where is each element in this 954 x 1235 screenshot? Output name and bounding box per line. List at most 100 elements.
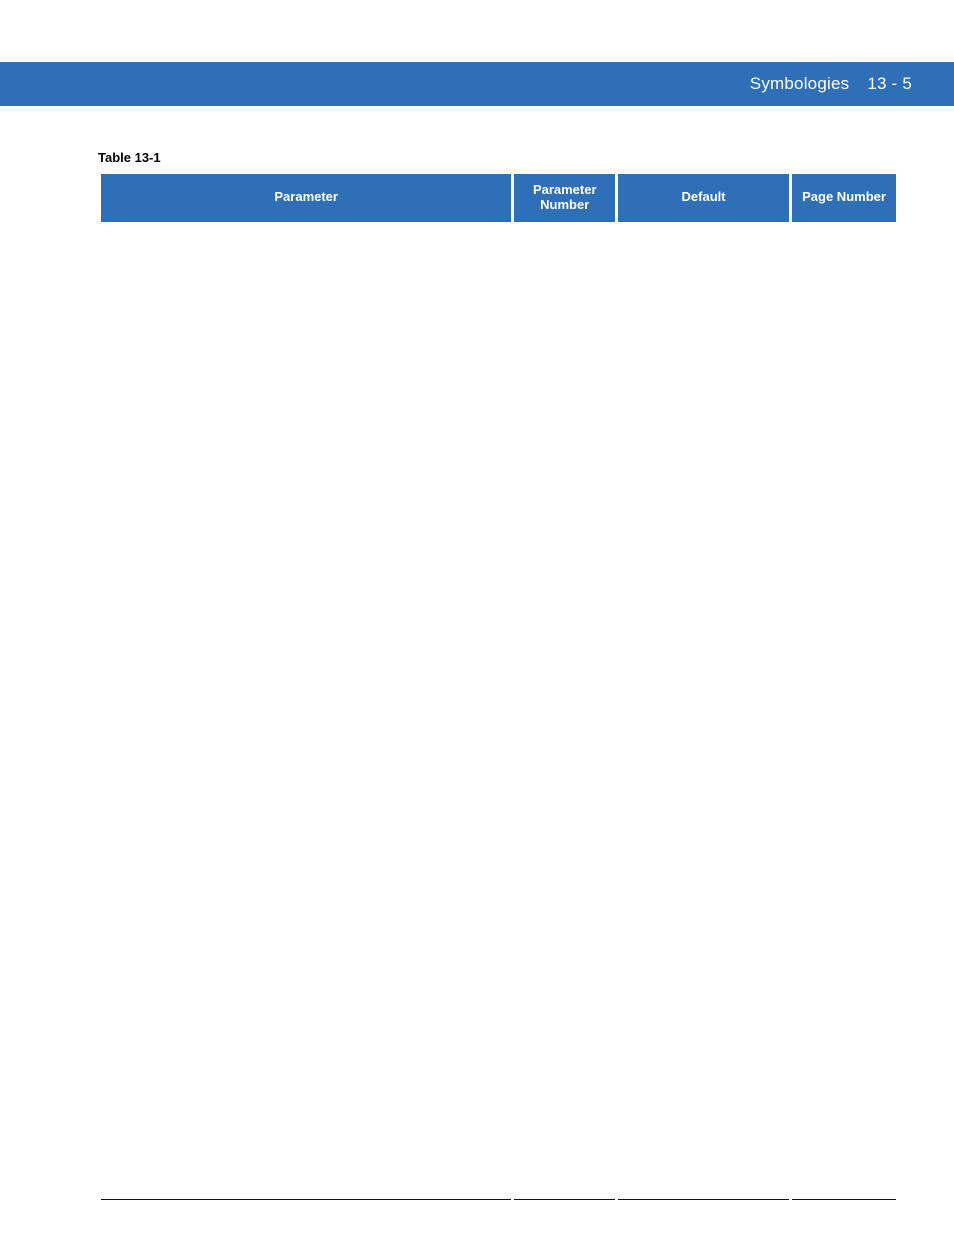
table-row (100, 324, 898, 357)
cell-default (617, 555, 791, 588)
table-row (100, 656, 898, 689)
cell-page (791, 555, 898, 588)
cell-parameter (100, 588, 513, 621)
cell-parameter (100, 291, 513, 324)
cell-default (617, 456, 791, 489)
cell-page (791, 889, 898, 922)
cell-parameter (100, 689, 513, 722)
section-cell (100, 788, 898, 823)
cell-default (617, 889, 791, 922)
cell-page (791, 689, 898, 722)
cell-page (791, 1000, 898, 1066)
table-row (100, 689, 898, 722)
cell-pnum (513, 856, 617, 889)
table-row (100, 555, 898, 588)
table-row (100, 922, 898, 955)
table-row (100, 1134, 898, 1167)
page-banner: Symbologies 13 - 5 (0, 62, 954, 106)
cell-parameter (100, 722, 513, 755)
cell-parameter (100, 456, 513, 489)
cell-pnum (513, 755, 617, 788)
cell-pnum (513, 456, 617, 489)
cell-pnum (513, 489, 617, 522)
cell-page (791, 489, 898, 522)
cell-page (791, 357, 898, 390)
cell-page (791, 955, 898, 1000)
section-cell (100, 1066, 898, 1101)
table-row (100, 823, 898, 856)
cell-pnum (513, 1101, 617, 1134)
page-number: 13 - 5 (867, 74, 912, 94)
cell-pnum (513, 1167, 617, 1199)
cell-pnum (513, 324, 617, 357)
table-row (100, 423, 898, 456)
cell-page (791, 423, 898, 456)
cell-default (617, 223, 791, 256)
cell-parameter (100, 889, 513, 922)
cell-parameter (100, 357, 513, 390)
table-row (100, 722, 898, 755)
col-parameter-number: Parameter Number (513, 173, 617, 224)
cell-parameter (100, 423, 513, 456)
cell-parameter (100, 856, 513, 889)
cell-default (617, 1000, 791, 1066)
cell-pnum (513, 722, 617, 755)
cell-default (617, 357, 791, 390)
col-parameter: Parameter (100, 173, 513, 224)
cell-default (617, 390, 791, 423)
section-row (100, 788, 898, 823)
cell-parameter (100, 922, 513, 955)
table-row (100, 357, 898, 390)
cell-default (617, 423, 791, 456)
cell-parameter (100, 1167, 513, 1199)
chapter-title: Symbologies (750, 74, 850, 94)
table-row (100, 390, 898, 423)
cell-parameter (100, 223, 513, 256)
cell-pnum (513, 357, 617, 390)
cell-parameter (100, 1134, 513, 1167)
cell-parameter (100, 390, 513, 423)
cell-page (791, 722, 898, 755)
cell-page (791, 588, 898, 621)
cell-page (791, 1167, 898, 1199)
cell-parameter (100, 955, 513, 1000)
table-row (100, 755, 898, 788)
table-row (100, 889, 898, 922)
cell-pnum (513, 223, 617, 256)
col-page-number: Page Number (791, 173, 898, 224)
cell-default (617, 489, 791, 522)
table-header-row: Parameter Parameter Number Default Page … (100, 173, 898, 224)
cell-pnum (513, 588, 617, 621)
section-cell (100, 621, 898, 656)
section-cell (100, 256, 898, 291)
cell-default (617, 656, 791, 689)
cell-parameter (100, 324, 513, 357)
table-row (100, 1000, 898, 1066)
table-row (100, 1167, 898, 1199)
cell-parameter (100, 755, 513, 788)
table-wrapper: Table 13-1 Parameter Parameter Number De… (98, 150, 899, 1200)
cell-pnum (513, 291, 617, 324)
cell-page (791, 856, 898, 889)
col-default: Default (617, 173, 791, 224)
table-row (100, 522, 898, 555)
cell-parameter (100, 823, 513, 856)
cell-parameter (100, 656, 513, 689)
cell-parameter (100, 522, 513, 555)
cell-default (617, 324, 791, 357)
table-row (100, 456, 898, 489)
cell-default (617, 291, 791, 324)
cell-parameter (100, 1101, 513, 1134)
cell-page (791, 223, 898, 256)
table-row (100, 1101, 898, 1134)
cell-pnum (513, 656, 617, 689)
cell-default (617, 1167, 791, 1199)
table-row (100, 856, 898, 889)
cell-pnum (513, 522, 617, 555)
cell-parameter (100, 555, 513, 588)
cell-default (617, 1101, 791, 1134)
cell-pnum (513, 1134, 617, 1167)
cell-pnum (513, 955, 617, 1000)
cell-pnum (513, 689, 617, 722)
cell-page (791, 656, 898, 689)
